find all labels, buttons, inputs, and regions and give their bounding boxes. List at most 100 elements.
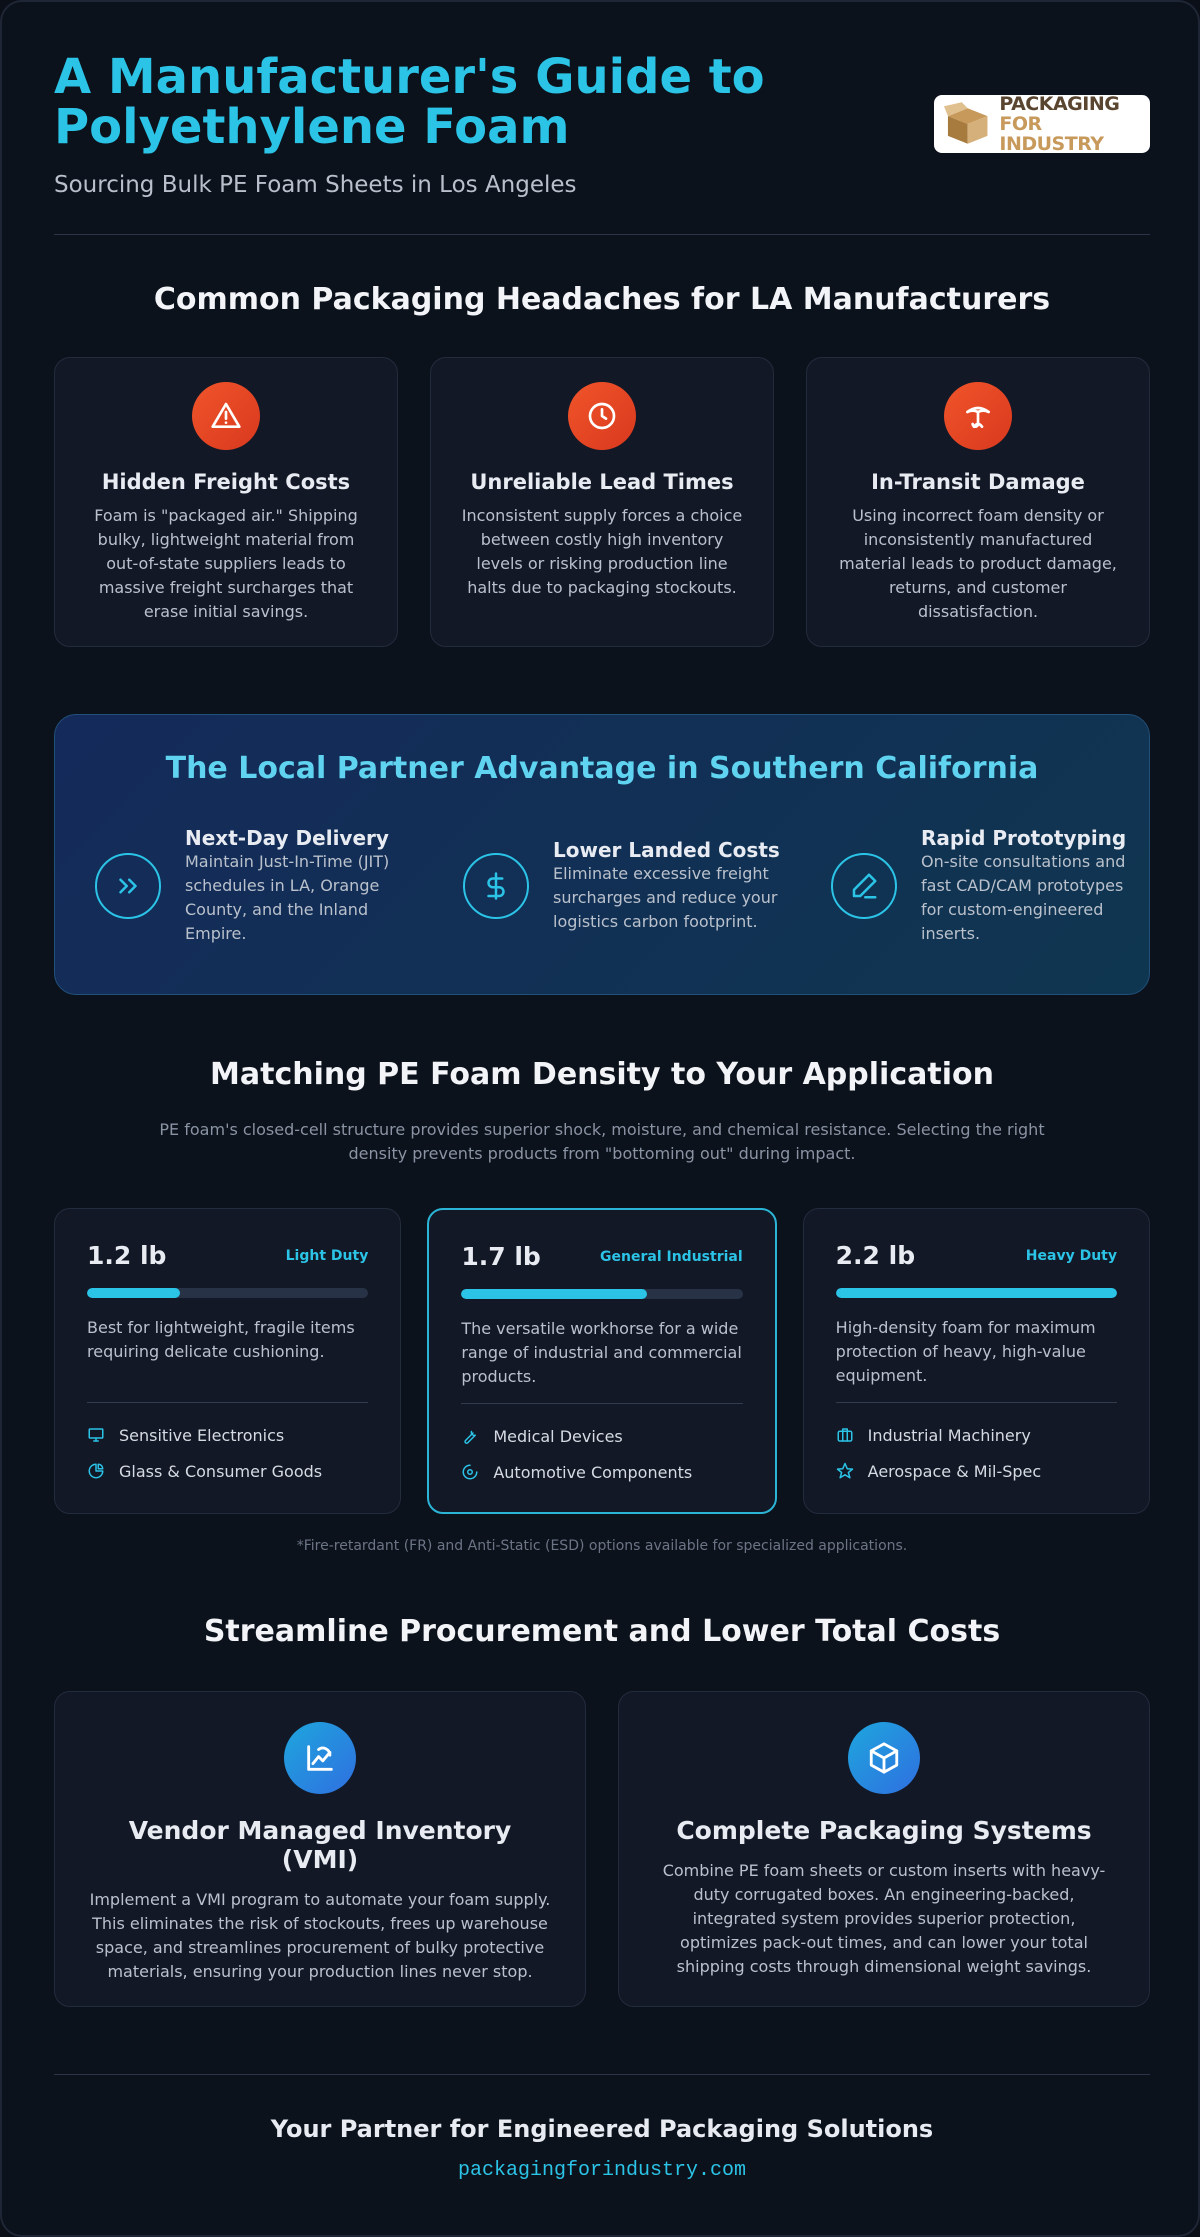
icon xyxy=(836,1426,854,1444)
use-label: Industrial Machinery xyxy=(867,1425,1031,1445)
icon xyxy=(586,400,618,432)
section-heading: Streamline Procurement and Lower Total C… xyxy=(203,1614,1001,1649)
use-list: Industrial Machinery Aerospace & Mil-Spec xyxy=(835,1402,1117,1489)
density-duty: Light Duty xyxy=(285,1247,369,1264)
advantage-icon xyxy=(463,853,529,919)
use-list: Sensitive Electronics Glass & Consumer Go… xyxy=(87,1402,369,1489)
density-cards: 1.2 lb Light Duty Best for lightweight, fr… xyxy=(54,1208,1150,1514)
icon xyxy=(461,1463,479,1481)
use-item: Aerospace & Mil-Spec xyxy=(836,1453,1117,1489)
icon xyxy=(867,1741,901,1775)
problem-card: Hidden Freight Costs Foam is "packaged ai… xyxy=(54,357,398,647)
advantage-icon xyxy=(95,853,161,919)
icon-graphic xyxy=(852,873,877,899)
density-weight: 1.7 lb xyxy=(461,1242,541,1271)
density-card: 2.2 lb Heavy Duty High-density foam for ma… xyxy=(802,1208,1150,1514)
use-label: Medical Devices xyxy=(493,1426,623,1446)
icon xyxy=(461,1427,479,1445)
advantage-items: Next-Day Delivery Maintain Just-In-Time (… xyxy=(55,826,1149,946)
title: A Manufacturer's Guide to Polyethylene F… xyxy=(54,49,765,155)
icon xyxy=(87,1426,105,1444)
advantage-item: Lower Landed Costs Eliminate excessive fr… xyxy=(423,826,781,946)
card-text: Inconsistent supply forces a choice betw… xyxy=(461,506,743,597)
logo-text: PACKAGING FOR INDUSTRY xyxy=(999,94,1150,154)
density-track xyxy=(835,1288,1117,1298)
use-item: Automotive Components xyxy=(461,1454,742,1490)
header: A Manufacturer's Guide to Polyethylene F… xyxy=(54,52,1150,198)
use-label: Sensitive Electronics xyxy=(119,1425,285,1445)
use-item: Industrial Machinery xyxy=(836,1417,1117,1453)
section-heading: Common Packaging Headaches for LA Manufa… xyxy=(153,282,1051,317)
density-bar xyxy=(87,1288,180,1298)
advantage-title: Next-Day Delivery xyxy=(185,826,389,850)
icon xyxy=(836,1462,854,1480)
density-weight: 2.2 lb xyxy=(835,1241,916,1270)
procurement-cards: Vendor Managed Inventory (VMI) Implement … xyxy=(54,1691,1150,2007)
advantage: The Local Partner Advantage in Southern … xyxy=(54,714,1150,995)
density-card: 1.2 lb Light Duty Best for lightweight, fr… xyxy=(54,1208,402,1514)
icon-graphic xyxy=(88,1463,104,1479)
problem-card: In-Transit Damage Using incorrect foam de… xyxy=(806,357,1150,647)
icon xyxy=(962,400,994,432)
advantage-item: Next-Day Delivery Maintain Just-In-Time (… xyxy=(55,826,413,946)
density-track xyxy=(461,1289,743,1299)
logo: PACKAGING FOR INDUSTRY xyxy=(934,94,1150,154)
density-head: 2.2 lb Heavy Duty xyxy=(836,1241,1117,1270)
advantage-text: Eliminate excessive freight surcharges a… xyxy=(553,864,778,931)
density-bar xyxy=(461,1289,647,1299)
footer: Your Partner for Engineered Packaging So… xyxy=(54,2115,1150,2182)
card-title: Vendor Managed Inventory (VMI) xyxy=(128,1816,512,1874)
density: Matching PE Foam Density to Your Applica… xyxy=(54,1057,1150,1554)
procurement-card: Complete Packaging Systems Combine PE foa… xyxy=(618,1691,1150,2007)
icon xyxy=(303,1741,337,1775)
density-duty: Heavy Duty xyxy=(1025,1247,1117,1264)
problem-icon xyxy=(568,382,636,450)
logo-line: PACKAGING xyxy=(999,93,1120,115)
card-text: Combine PE foam sheets or custom inserts… xyxy=(662,1861,1106,1976)
tagline: Your Partner for Engineered Packaging So… xyxy=(270,2115,934,2143)
procurement: Streamline Procurement and Lower Total C… xyxy=(54,1614,1150,2007)
advantage-item: Rapid Prototyping On-site consultations a… xyxy=(791,826,1149,946)
problem-cards: Hidden Freight Costs Foam is "packaged ai… xyxy=(54,357,1150,647)
advantage-text: Maintain Just-In-Time (JIT) schedules in… xyxy=(185,852,390,943)
use-item: Sensitive Electronics xyxy=(87,1417,368,1453)
advantage-title: Rapid Prototyping xyxy=(921,826,1127,850)
icon xyxy=(87,1462,105,1480)
use-list: Medical Devices Automotive Components xyxy=(461,1403,743,1490)
card-text: Foam is "packaged air." Shipping bulky, … xyxy=(94,506,358,621)
advantage-icon xyxy=(831,853,897,919)
icon-graphic xyxy=(307,1745,333,1771)
card-text: Implement a VMI program to automate your… xyxy=(89,1890,551,1981)
density-card: 1.7 lb General Industrial The versatile wo… xyxy=(427,1208,777,1514)
problem-icon xyxy=(192,382,260,450)
advantage-body: Next-Day Delivery Maintain Just-In-Time (… xyxy=(185,826,413,946)
divider xyxy=(54,234,1150,235)
density-text: High-density foam for maximum protection… xyxy=(835,1318,1096,1385)
problem-icon xyxy=(944,382,1012,450)
density-text: The versatile workhorse for a wide range… xyxy=(461,1319,742,1386)
icon xyxy=(481,871,511,901)
procurement-card: Vendor Managed Inventory (VMI) Implement … xyxy=(54,1691,586,2007)
card-title: Unreliable Lead Times xyxy=(470,470,734,494)
use-label: Automotive Components xyxy=(493,1462,693,1482)
footnote: *Fire-retardant (FR) and Anti-Static (ES… xyxy=(296,1538,908,1554)
density-head: 1.2 lb Light Duty xyxy=(87,1241,368,1270)
icon-graphic xyxy=(211,402,241,428)
card-title: Complete Packaging Systems xyxy=(676,1816,1092,1845)
use-item: Glass & Consumer Goods xyxy=(87,1453,368,1489)
divider xyxy=(54,2074,1150,2075)
icon-graphic xyxy=(966,406,990,428)
icon-graphic xyxy=(836,1462,853,1479)
advantage-text: On-site consultations and fast CAD/CAM p… xyxy=(921,852,1126,943)
use-item: Medical Devices xyxy=(461,1418,742,1454)
icon xyxy=(210,400,242,432)
use-label: Aerospace & Mil-Spec xyxy=(867,1461,1042,1481)
url: packagingforindustry.com xyxy=(457,2159,747,2182)
icon-graphic xyxy=(88,1428,104,1442)
procurement-icon xyxy=(848,1722,920,1794)
section-heading: Matching PE Foam Density to Your Applica… xyxy=(210,1057,994,1092)
density-weight: 1.2 lb xyxy=(87,1241,167,1270)
subtitle: Sourcing Bulk PE Foam Sheets in Los Ange… xyxy=(54,172,577,198)
icon-graphic xyxy=(119,878,137,894)
